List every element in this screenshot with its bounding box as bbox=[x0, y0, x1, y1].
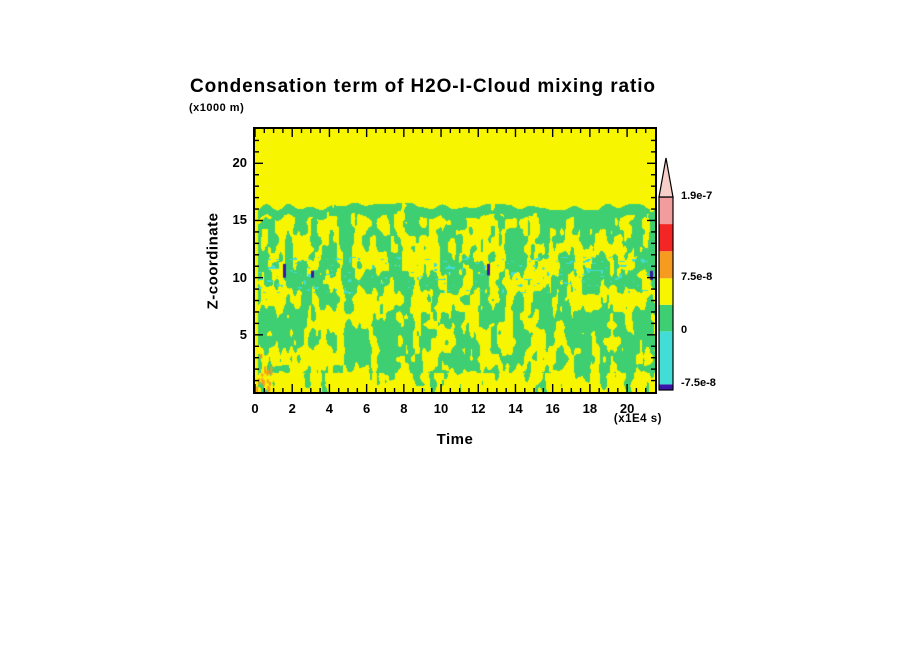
x-tick-label: 16 bbox=[545, 401, 560, 416]
x-tick-label: 8 bbox=[400, 401, 408, 416]
x-tick-label: 20 bbox=[619, 401, 635, 416]
colorbar-overflow-arrow-icon bbox=[658, 157, 674, 198]
x-axis-units-label: (x1E4 s) bbox=[613, 413, 662, 425]
colorbar-tick-label: 1.9e-7 bbox=[681, 190, 713, 202]
colorbar-tick-label: -7.5e-8 bbox=[681, 377, 716, 390]
x-tick-label: 2 bbox=[288, 401, 296, 416]
colorbar-segment-orange bbox=[659, 251, 673, 279]
x-axis-label: Time bbox=[436, 431, 474, 448]
colorbar-segment-pink bbox=[659, 197, 673, 225]
x-tick-label: 0 bbox=[251, 401, 259, 416]
colorbar: 1.9e-7 7.5e-8 0 -7.5e-8 bbox=[657, 153, 757, 403]
chart-title: Condensation term of H2O-I-Cloud mixing … bbox=[190, 76, 656, 97]
x-tick-label: 6 bbox=[363, 401, 371, 416]
colorbar-segment-red bbox=[659, 224, 673, 252]
x-tick-label: 14 bbox=[508, 401, 523, 416]
x-tick-label: 12 bbox=[471, 401, 486, 416]
x-tick-label: 18 bbox=[582, 401, 598, 416]
colorbar-segment-yellow bbox=[659, 278, 673, 305]
x-tick-label: 10 bbox=[433, 401, 449, 416]
colorbar-tick-label: 7.5e-8 bbox=[681, 271, 713, 284]
plot-area bbox=[253, 127, 657, 394]
y-tick-label: 10 bbox=[232, 269, 247, 285]
colorbar-segment-green bbox=[659, 304, 673, 332]
heatmap-field bbox=[255, 129, 655, 392]
colorbar-segment-cyan bbox=[659, 331, 673, 385]
y-tick-label: 20 bbox=[232, 155, 247, 171]
y-tick-label: 15 bbox=[232, 212, 247, 228]
y-tick-label: 5 bbox=[239, 326, 247, 342]
colorbar-scale bbox=[658, 157, 674, 391]
y-axis-units-label: (x1000 m) bbox=[189, 102, 245, 114]
colorbar-segment-purple bbox=[659, 384, 673, 390]
x-tick-label: 4 bbox=[325, 401, 334, 416]
colorbar-tick-label: 0 bbox=[681, 324, 688, 337]
